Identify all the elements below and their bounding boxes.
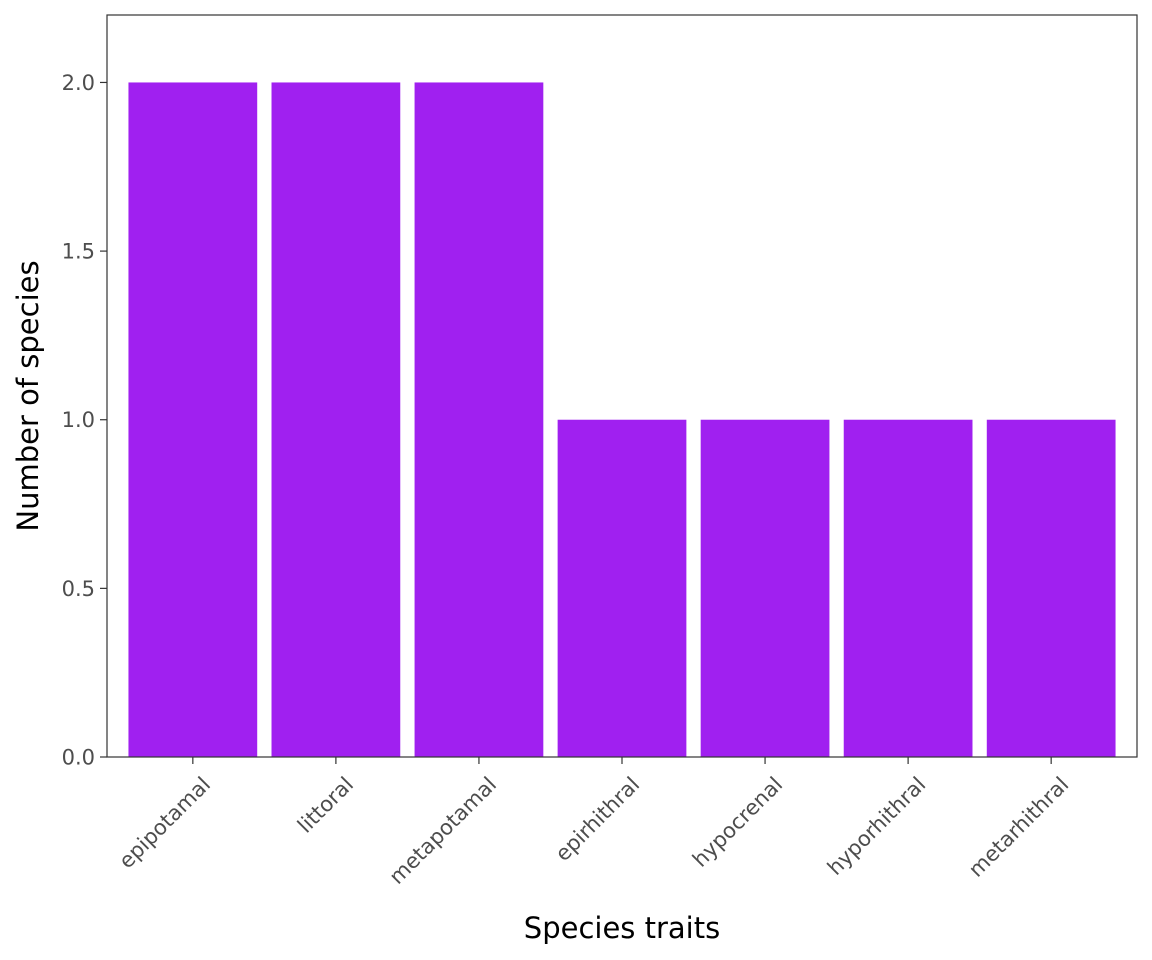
y-tick-label: 0.0 bbox=[62, 746, 95, 770]
x-axis-title: Species traits bbox=[524, 911, 720, 945]
bar-hypocrenal bbox=[700, 419, 830, 757]
x-tick-label-epirhithral: epirhithral bbox=[551, 772, 645, 866]
bar-littoral bbox=[271, 82, 401, 758]
y-axis: 0.0 0.5 1.0 1.5 2.0 bbox=[62, 71, 107, 770]
y-tick-label: 2.0 bbox=[62, 71, 95, 95]
bars-layer bbox=[128, 82, 1116, 758]
y-tick-label: 1.0 bbox=[62, 408, 95, 432]
x-tick-label-hyporhithral: hyporhithral bbox=[823, 772, 931, 880]
x-axis: epipotamal littoral metapotamal epirhithral… bbox=[114, 757, 1073, 889]
bar-hyporhithral bbox=[843, 419, 973, 757]
x-tick-label-metapotamal: metapotamal bbox=[385, 772, 502, 889]
y-axis-title: Number of species bbox=[11, 260, 45, 531]
x-tick-label-hypocrenal: hypocrenal bbox=[688, 772, 787, 871]
x-tick-label-littoral: littoral bbox=[293, 772, 358, 837]
x-tick-label-metarhithral: metarhithral bbox=[964, 772, 1073, 881]
y-tick-label: 0.5 bbox=[62, 577, 95, 601]
y-tick-label: 1.5 bbox=[62, 240, 95, 264]
bar-epirhithral bbox=[557, 419, 687, 757]
x-tick-label-epipotamal: epipotamal bbox=[114, 772, 215, 873]
bar-metarhithral bbox=[986, 419, 1116, 757]
panel-border bbox=[106, 14, 1138, 758]
bar-metapotamal bbox=[414, 82, 544, 758]
bar-epipotamal bbox=[128, 82, 258, 758]
